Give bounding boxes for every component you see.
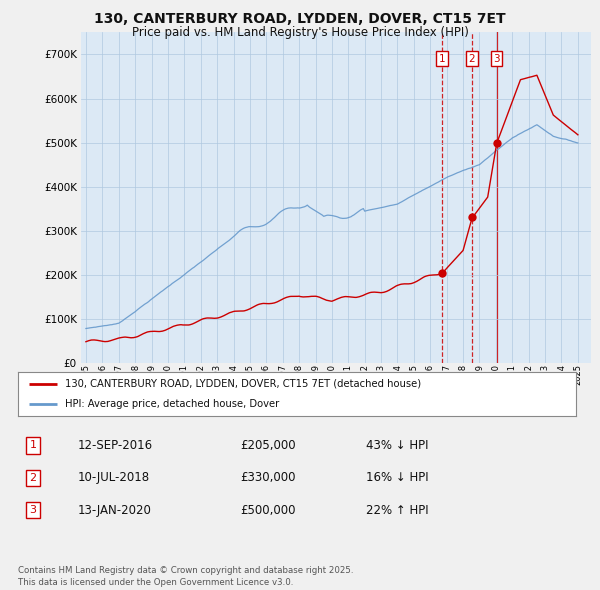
Text: 12-SEP-2016: 12-SEP-2016 [78, 439, 153, 452]
Text: 1: 1 [439, 54, 445, 64]
Text: 13-JAN-2020: 13-JAN-2020 [78, 504, 152, 517]
Text: 130, CANTERBURY ROAD, LYDDEN, DOVER, CT15 7ET: 130, CANTERBURY ROAD, LYDDEN, DOVER, CT1… [94, 12, 506, 26]
Text: 130, CANTERBURY ROAD, LYDDEN, DOVER, CT15 7ET (detached house): 130, CANTERBURY ROAD, LYDDEN, DOVER, CT1… [65, 379, 422, 389]
Text: 10-JUL-2018: 10-JUL-2018 [78, 471, 150, 484]
Text: 3: 3 [493, 54, 500, 64]
Text: 16% ↓ HPI: 16% ↓ HPI [366, 471, 428, 484]
Text: 3: 3 [29, 506, 37, 515]
Text: 43% ↓ HPI: 43% ↓ HPI [366, 439, 428, 452]
Text: 2: 2 [469, 54, 475, 64]
Text: 2: 2 [29, 473, 37, 483]
Text: £330,000: £330,000 [240, 471, 296, 484]
Text: 22% ↑ HPI: 22% ↑ HPI [366, 504, 428, 517]
Text: £500,000: £500,000 [240, 504, 296, 517]
Text: £205,000: £205,000 [240, 439, 296, 452]
Text: 1: 1 [29, 441, 37, 450]
Text: Contains HM Land Registry data © Crown copyright and database right 2025.
This d: Contains HM Land Registry data © Crown c… [18, 566, 353, 587]
Text: Price paid vs. HM Land Registry's House Price Index (HPI): Price paid vs. HM Land Registry's House … [131, 26, 469, 39]
Text: HPI: Average price, detached house, Dover: HPI: Average price, detached house, Dove… [65, 399, 280, 409]
